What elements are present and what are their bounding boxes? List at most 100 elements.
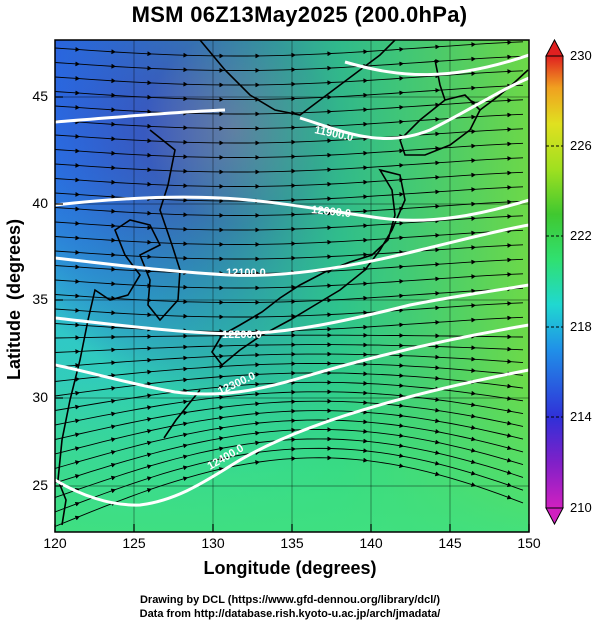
wind-arrowhead xyxy=(291,183,296,188)
wind-arrowhead xyxy=(147,405,152,410)
wind-arrowhead xyxy=(327,427,332,432)
wind-arrowhead xyxy=(399,393,404,398)
wind-arrowhead xyxy=(506,433,512,438)
wind-arrowhead xyxy=(291,408,296,414)
wind-arrowhead xyxy=(507,420,512,426)
contour-12300 xyxy=(55,323,529,396)
wind-arrowhead xyxy=(111,324,116,330)
wind-arrowhead xyxy=(471,71,476,76)
wind-arrowhead xyxy=(399,353,404,358)
wind-arrowhead xyxy=(363,266,368,272)
wind-arrowhead xyxy=(111,194,116,200)
wind-arrowhead xyxy=(327,361,332,366)
streamline xyxy=(55,344,524,353)
wind-arrowhead xyxy=(111,334,116,340)
wind-arrowhead xyxy=(507,346,512,352)
wind-arrowhead xyxy=(111,237,116,243)
x-tick-label: 140 xyxy=(359,535,383,551)
wind-arrowhead xyxy=(255,126,260,131)
wind-arrowhead xyxy=(255,213,260,218)
wind-arrowhead xyxy=(435,407,440,413)
wind-arrowhead xyxy=(291,342,296,347)
wind-arrowhead xyxy=(435,450,440,455)
wind-arrowhead xyxy=(111,150,116,156)
wind-arrowhead xyxy=(111,386,116,391)
colorbar-bottom-triangle xyxy=(545,507,564,526)
contour-11900 xyxy=(299,76,529,140)
wind-arrowhead xyxy=(111,475,116,481)
wind-arrowhead xyxy=(327,80,332,85)
wind-arrowhead xyxy=(435,44,440,50)
wind-arrowhead xyxy=(470,459,476,465)
wind-arrowhead xyxy=(219,446,224,452)
x-tick-label: 135 xyxy=(280,535,304,551)
wind-arrowhead xyxy=(471,245,476,250)
wind-arrowhead xyxy=(219,227,224,233)
wind-arrowhead xyxy=(75,250,80,255)
x-tick-label: 145 xyxy=(438,535,462,551)
wind-arrowhead xyxy=(363,208,368,214)
credit-data: Data from http://database.rish.kyoto-u.a… xyxy=(139,608,441,620)
wind-arrowhead xyxy=(399,383,404,388)
wind-arrowhead xyxy=(75,363,80,368)
wind-arrowhead xyxy=(111,373,116,378)
streamline xyxy=(55,410,524,455)
wind-arrowhead xyxy=(291,67,296,72)
y-tick-label: 40 xyxy=(32,195,48,211)
wind-arrowhead xyxy=(147,312,152,318)
wind-arrowhead xyxy=(74,515,80,521)
wind-arrowhead xyxy=(363,419,368,425)
wind-arrowhead xyxy=(75,206,80,212)
wind-arrowhead xyxy=(255,381,260,387)
wind-arrowhead xyxy=(471,274,476,279)
wind-arrowhead xyxy=(291,446,296,452)
wind-arrowhead xyxy=(291,456,296,461)
wind-arrowhead xyxy=(147,476,152,481)
wind-arrowhead xyxy=(183,410,188,416)
wind-arrowhead xyxy=(111,63,116,69)
streamline xyxy=(55,41,524,57)
wind-arrowhead xyxy=(399,90,404,96)
wind-arrowhead xyxy=(111,223,116,229)
colorbar-tick: 218 xyxy=(570,319,592,334)
colorbar-tick: 214 xyxy=(570,409,592,424)
wind-arrowhead xyxy=(75,322,80,328)
wind-arrowhead xyxy=(255,82,260,88)
wind-arrowhead xyxy=(471,288,476,294)
wind-arrowhead xyxy=(399,333,404,338)
wind-arrowhead xyxy=(471,158,476,163)
wind-arrowhead xyxy=(111,347,116,353)
wind-arrowhead xyxy=(183,241,188,247)
wind-arrowhead xyxy=(255,314,260,320)
wind-arrowhead xyxy=(255,256,260,262)
wind-arrowhead xyxy=(363,371,368,377)
wind-arrowhead xyxy=(75,134,80,139)
wind-arrowhead xyxy=(111,462,116,468)
wind-arrowhead xyxy=(111,310,116,316)
wind-arrowhead xyxy=(327,109,332,114)
wind-arrowhead xyxy=(219,374,224,380)
wind-arrowhead xyxy=(291,361,296,366)
contour-label-12100: 12100.0 xyxy=(226,267,266,279)
wind-arrowhead xyxy=(507,199,512,205)
wind-arrowhead xyxy=(75,279,80,284)
wind-arrowhead xyxy=(507,185,512,190)
wind-arrowhead xyxy=(182,454,188,460)
wind-arrowhead xyxy=(147,369,152,375)
wind-arrowhead xyxy=(183,154,188,160)
wind-arrowhead xyxy=(183,255,188,261)
wind-arrowhead xyxy=(435,233,440,238)
wind-arrowhead xyxy=(435,204,440,209)
wind-arrowhead xyxy=(147,357,152,363)
wind-arrowhead xyxy=(183,344,188,350)
wind-arrowhead xyxy=(255,111,260,117)
wind-arrowhead xyxy=(255,391,260,397)
wind-arrowhead xyxy=(363,352,368,357)
wind-arrowhead xyxy=(435,418,440,424)
wind-arrowhead xyxy=(399,105,404,110)
wind-arrowhead xyxy=(219,82,224,88)
wind-arrowhead xyxy=(327,138,332,143)
wind-arrowhead xyxy=(435,376,440,381)
wind-arrowhead xyxy=(399,308,404,313)
wind-arrowhead xyxy=(255,68,260,73)
